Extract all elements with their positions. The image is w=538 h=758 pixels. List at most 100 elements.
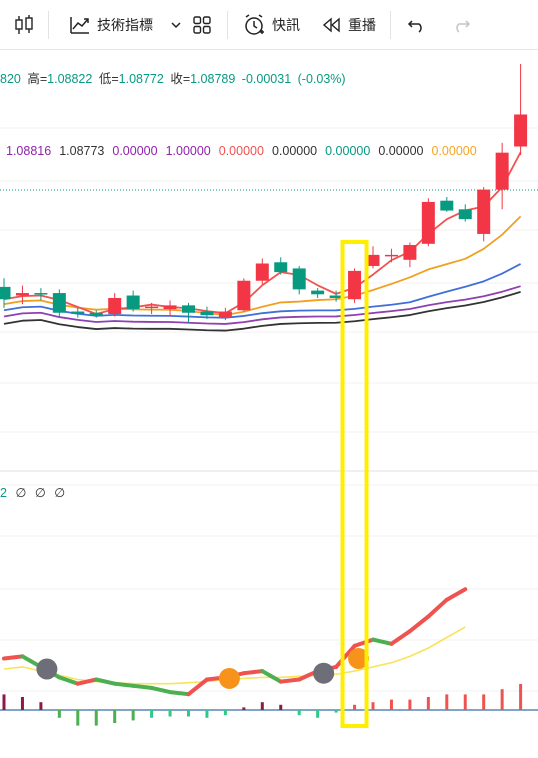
candle-style-button[interactable] [0, 0, 48, 50]
macd-histogram-bar [519, 684, 523, 710]
alarm-clock-icon [245, 13, 264, 35]
macd-line-segment [149, 685, 173, 695]
macd-histogram-bar [168, 710, 172, 717]
replay-label: 重播 [348, 16, 376, 33]
candle-body-down [292, 268, 306, 290]
macd-histogram-bar [353, 704, 357, 710]
candle-body-up [255, 263, 269, 281]
toolbar-divider [390, 10, 391, 39]
ma-value: 0.00000 [325, 144, 371, 158]
macd-histogram-bar [279, 704, 283, 710]
macd-histogram-bar [371, 702, 375, 710]
ma-line-red [3, 151, 522, 315]
macd-histogram-bar [260, 702, 264, 710]
candle-body-down [34, 293, 48, 295]
highlight-box [340, 240, 369, 728]
ma-line-dark [3, 290, 521, 332]
candle-body-down [71, 311, 85, 314]
macd-line-segment [352, 637, 375, 648]
candle-body-down [182, 305, 195, 313]
flash-news-button[interactable]: 快訊 [228, 0, 300, 50]
macd-histogram-bar [426, 697, 430, 710]
indicator-value: ∅ [34, 486, 46, 500]
open-value: 820 [0, 72, 21, 86]
macd-line-segment [426, 597, 449, 619]
low-value: 1.08772 [118, 72, 164, 86]
macd-line-segment [112, 681, 136, 688]
indicator-value: ∅ [54, 486, 66, 500]
death-cross-marker [36, 658, 58, 680]
indicators-button[interactable]: 技術指標 [49, 0, 182, 50]
death-cross-marker [313, 662, 335, 684]
ma-value: 0.00000 [218, 144, 264, 158]
macd-line-segment [186, 677, 209, 697]
ma-value: 0.00000 [271, 144, 318, 158]
candle-body-down [329, 295, 343, 298]
close-label: 收= [170, 72, 191, 86]
macd-histogram-bar [500, 689, 504, 710]
ma-value: 1.08816 [6, 144, 52, 158]
macd-histogram-bar [2, 694, 6, 710]
change-value: -0.00031 [241, 72, 292, 86]
candle-body-up [145, 306, 159, 309]
redo-button[interactable] [427, 0, 471, 50]
macd-line-segment [57, 675, 80, 686]
ma-line-purple [3, 285, 521, 325]
macd-histogram-bar [297, 710, 301, 716]
candle-body-down [52, 293, 66, 313]
candle-body-down [200, 311, 214, 316]
ohlc-legend: 820 高=1.08822 低=1.08772 收=1.08789 -0.000… [0, 68, 346, 87]
macd-histogram-bar [39, 702, 43, 710]
macd-line-segment [371, 637, 394, 646]
candlestick-icon [15, 14, 33, 34]
replay-button[interactable]: 重播 [300, 0, 390, 50]
macd-histogram-bar [150, 710, 154, 718]
chevron-down-icon[interactable] [170, 20, 182, 30]
macd-line-segment [278, 677, 302, 684]
candle-body-down [126, 295, 140, 310]
macd-line-segment [260, 669, 283, 684]
macd-histogram-bar [242, 707, 246, 710]
ma-line-orange [3, 215, 522, 316]
candle-body-down [0, 286, 11, 300]
macd-histogram-bar [463, 694, 467, 710]
rewind-icon [322, 16, 340, 33]
indicator-value: ∅ [15, 486, 27, 500]
macd-histogram-bar [94, 710, 98, 726]
undo-button[interactable] [391, 0, 427, 50]
price-chart[interactable] [0, 50, 538, 758]
candle-body-down [311, 290, 325, 295]
high-value: 1.08822 [47, 72, 93, 86]
low-label: 低= [98, 72, 119, 86]
candle-body-up [495, 152, 509, 190]
chart-toolbar: 技術指標 快訊 重播 [0, 0, 538, 50]
moving-average-legend: 1.08816 1.08773 0.00000 1.00000 0.00000 0.000… [6, 144, 485, 158]
redo-icon [456, 19, 471, 33]
golden-cross-marker [218, 667, 240, 689]
macd-histogram-bar [408, 699, 412, 710]
candle-body-up [384, 254, 398, 257]
indicator-param: 2 [0, 486, 7, 500]
candle-body-up [421, 201, 435, 244]
macd-line-segment [75, 677, 99, 686]
candle-body-up [218, 311, 232, 318]
macd-histogram-bar [205, 710, 209, 718]
macd-histogram-bar [482, 694, 486, 710]
layout-button[interactable] [182, 0, 227, 50]
candle-body-down [440, 200, 454, 211]
indicators-label: 技術指標 [97, 16, 153, 33]
macd-histogram-bar [131, 710, 135, 721]
candle-body-up [237, 280, 251, 311]
candle-body-up [108, 297, 122, 314]
macd-line-segment [241, 669, 265, 676]
candle-body-down [458, 209, 472, 220]
candle-body-up [477, 189, 491, 234]
macd-line-segment [389, 629, 412, 646]
ma-value: 0.00000 [431, 144, 477, 158]
macd-histogram-bar [113, 710, 117, 723]
golden-cross-marker [348, 648, 370, 669]
macd-histogram-bar [389, 699, 393, 710]
candle-body-up [403, 245, 417, 260]
candle-body-up [514, 114, 528, 147]
macd-line-segment [334, 643, 357, 669]
